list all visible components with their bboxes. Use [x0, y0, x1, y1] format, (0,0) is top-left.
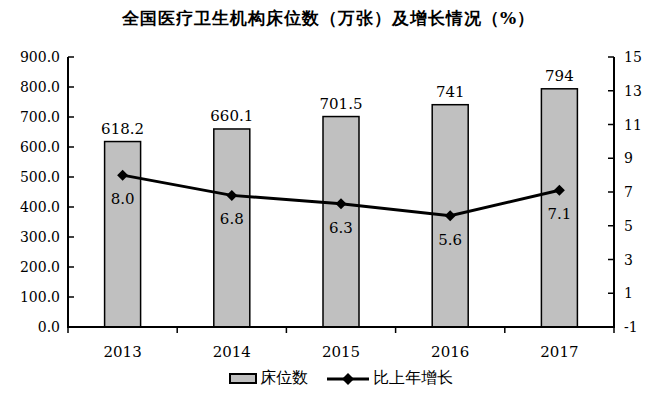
bar-value-label: 741 — [436, 83, 465, 101]
left-axis-tick-label: 600.0 — [20, 139, 60, 155]
right-axis-tick-label: 13 — [624, 83, 642, 99]
legend-item-bars: 床位数 — [229, 368, 308, 389]
right-axis-tick-label: 7 — [624, 184, 633, 200]
x-axis-label-2017: 2017 — [540, 343, 578, 361]
bar-value-label: 701.5 — [320, 95, 363, 113]
legend-line-label: 比上年增长 — [373, 368, 453, 389]
x-axis-label-2016: 2016 — [431, 343, 469, 361]
line-series-swatch-icon — [326, 372, 370, 386]
chart-svg: 0.0 100.0 200.0 300.0 400.0 500.0 600.0 700.0 80… — [0, 0, 657, 404]
right-axis-tick-label: 5 — [624, 218, 633, 234]
left-axis-tick-label: 0.0 — [38, 319, 60, 335]
right-axis-tick-label: 3 — [624, 252, 633, 268]
bar-value-label: 618.2 — [101, 120, 144, 138]
legend-bars-label: 床位数 — [260, 368, 308, 389]
left-axis-tick-label: 500.0 — [20, 169, 60, 185]
line-value-label: 7.1 — [547, 205, 571, 223]
line-value-label: 5.6 — [438, 231, 462, 249]
right-axis-tick-label: 1 — [624, 285, 633, 301]
line-value-label: 6.3 — [329, 219, 353, 237]
legend-item-line: 比上年增长 — [326, 368, 453, 389]
left-axis-tick-label: 100.0 — [20, 289, 60, 305]
x-axis-label-2013: 2013 — [104, 343, 142, 361]
right-axis-tick-label: 15 — [624, 49, 642, 65]
line-value-label: 8.0 — [111, 190, 135, 208]
line-value-label: 6.8 — [220, 210, 244, 228]
right-axis-tick-label: -1 — [624, 319, 638, 335]
left-axis-tick-label: 700.0 — [20, 109, 60, 125]
x-axis-label-2015: 2015 — [322, 343, 360, 361]
right-axis-tick-label: 9 — [624, 150, 633, 166]
chart-legend: 床位数 比上年增长 — [68, 368, 614, 389]
bar-value-label: 794 — [545, 67, 574, 85]
right-axis-tick-label: 11 — [624, 117, 642, 133]
left-axis-tick-label: 300.0 — [20, 229, 60, 245]
left-axis-tick-label: 200.0 — [20, 259, 60, 275]
left-axis-tick-label: 400.0 — [20, 199, 60, 215]
left-axis-tick-label: 800.0 — [20, 79, 60, 95]
x-axis-label-2014: 2014 — [213, 343, 251, 361]
chart-container: 全国医疗卫生机构床位数（万张）及增长情况（%） 0.0100.0200.0300… — [0, 0, 657, 404]
bar-value-label: 660.1 — [210, 107, 253, 125]
bar-2013 — [105, 142, 141, 327]
left-axis-tick-label: 900.0 — [20, 49, 60, 65]
bar-series-swatch-icon — [229, 373, 257, 384]
